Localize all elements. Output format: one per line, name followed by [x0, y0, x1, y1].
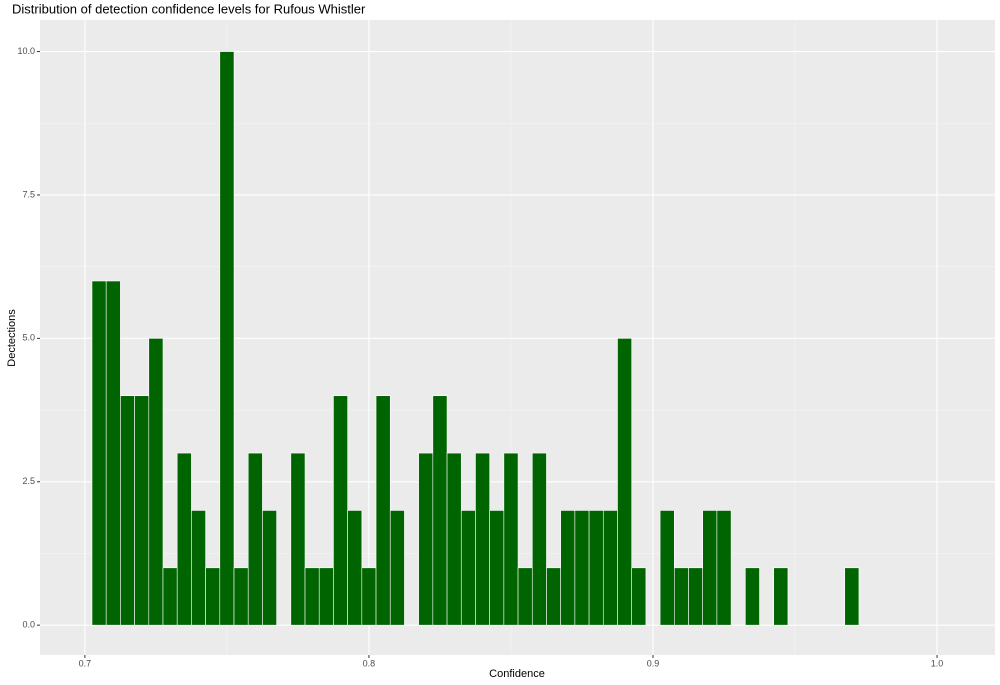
y-tick-label: 10.0 [17, 46, 35, 56]
y-tick-label: 0.0 [22, 620, 35, 630]
bar [673, 567, 689, 626]
bar [262, 510, 277, 626]
bar [475, 452, 490, 626]
bar [219, 51, 235, 626]
bar [191, 510, 206, 626]
bar [688, 567, 704, 626]
bar [91, 280, 107, 626]
bar [148, 338, 164, 626]
bar [304, 567, 320, 626]
x-tick-label: 1.0 [931, 658, 944, 668]
x-tick-label: 0.7 [79, 658, 92, 668]
bar [602, 510, 618, 626]
bar [389, 510, 405, 626]
bar [418, 452, 434, 626]
bar [716, 510, 732, 626]
y-tick-label: 5.0 [22, 333, 35, 343]
bar [702, 510, 718, 626]
bar [745, 567, 760, 626]
x-tick-label: 0.8 [363, 658, 376, 668]
bar [205, 567, 221, 626]
y-tick-label: 7.5 [22, 189, 35, 199]
bar [531, 452, 547, 626]
bar [844, 567, 860, 626]
y-axis-label: Dectections [6, 309, 18, 367]
bar [375, 395, 391, 626]
bar [162, 567, 178, 626]
bar [318, 567, 334, 626]
bar [773, 567, 789, 626]
bar [546, 567, 561, 626]
bar [105, 280, 121, 626]
x-tick-label: 0.9 [647, 658, 660, 668]
y-tick-label: 2.5 [22, 476, 35, 486]
bar [588, 510, 604, 626]
chart-title: Distribution of detection confidence lev… [12, 1, 366, 16]
bar [361, 567, 377, 626]
bar [617, 338, 632, 626]
x-axis-label: Confidence [489, 668, 545, 680]
bar [333, 395, 348, 626]
bar [446, 452, 462, 626]
bar [489, 510, 505, 626]
bar [432, 395, 448, 626]
bar [560, 510, 576, 626]
bar [247, 452, 263, 626]
bar [659, 510, 675, 626]
bar [574, 510, 590, 626]
bar [631, 567, 647, 626]
bar [233, 567, 249, 626]
bar [120, 395, 135, 626]
bar [503, 452, 519, 626]
bar [517, 567, 533, 626]
bar [134, 395, 150, 626]
bar [347, 510, 363, 626]
bar [460, 510, 476, 626]
bar [176, 452, 192, 626]
bar [290, 452, 306, 626]
